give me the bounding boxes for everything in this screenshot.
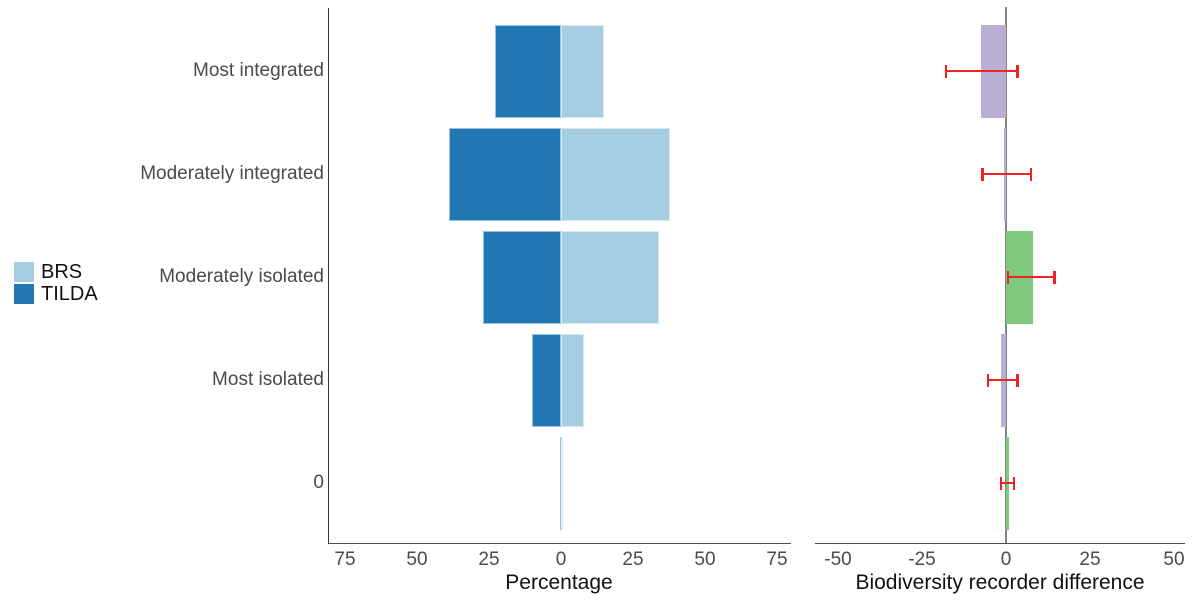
error-bar-cap-low [1006,270,1010,284]
error-bar-cap-high [1016,373,1019,387]
bar-tilda [448,127,561,221]
x-tick-label: 25 [622,549,644,570]
x-tick-label: 0 [555,549,567,570]
x-tick-label: 25 [478,549,500,570]
legend-item: TILDA [14,284,98,304]
legend-item: BRS [14,262,98,282]
bar-brs [561,127,671,221]
x-tick-label: 50 [694,549,716,570]
category-label: 0 [313,472,324,493]
error-bar-line [1000,481,1015,485]
error-bar-cap-high [1012,476,1016,490]
bar-brs [561,24,605,118]
legend: BRS TILDA [14,262,98,306]
error-bar-cap-high [1029,167,1033,181]
legend-swatch-tilda [14,284,34,304]
x-tick-label: -25 [908,549,936,570]
x-tick-label: 25 [1079,549,1101,570]
percentage-panel: 75 50 25 0 25 50 75 [328,8,791,570]
difference-panel: -50 -25 0 25 50 [815,7,1185,570]
category-label: Most integrated [193,60,324,81]
x-tick-label: 0 [1000,549,1012,570]
error-bar-cap-high [1053,270,1056,284]
x-tick-label: 50 [406,549,428,570]
x-tick-label: 75 [334,549,356,570]
category-label: Moderately isolated [159,266,324,287]
bar-tilda [494,24,561,118]
bar-tilda [483,230,561,324]
category-label: Moderately integrated [140,163,324,184]
legend-label: BRS [41,261,83,283]
error-bar-cap-low [981,167,984,181]
error-bar-cap-low [999,476,1003,490]
legend-label: TILDA [41,283,98,305]
error-bar-line [982,172,1032,176]
category-label: Most isolated [212,369,324,390]
x-tick-label: 50 [1163,549,1185,570]
error-bar-line [987,378,1018,382]
bar-brs [561,436,563,530]
error-bar-line [1007,275,1055,279]
error-bar-cap-low [944,64,948,78]
x-tick-label: -50 [824,549,852,570]
error-bar-cap-low [986,373,990,387]
x-tick-label: 75 [766,549,788,570]
error-bar-cap-high [1016,64,1019,78]
bar-brs [561,333,585,427]
bar-brs [561,230,659,324]
bar-tilda [532,333,561,427]
x-axis-title-difference: Biodiversity recorder difference [855,571,1145,594]
x-axis-title-percentage: Percentage [505,571,613,594]
legend-swatch-brs [14,262,34,282]
error-bar-line [945,69,1018,73]
